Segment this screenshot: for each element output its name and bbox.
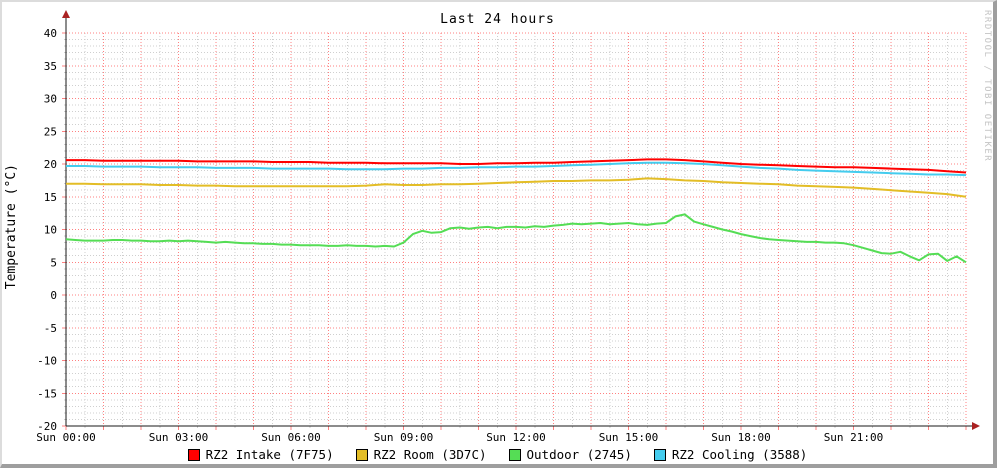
y-tick-label: -10 (37, 355, 57, 368)
legend-item: Outdoor (2745) (508, 447, 632, 462)
y-tick-label: -20 (37, 420, 57, 433)
y-tick-label: -5 (44, 322, 57, 335)
series-line-outdoor-2745- (65, 213, 967, 264)
y-tick-label: 40 (44, 27, 57, 40)
y-tick-label: 35 (44, 60, 57, 73)
legend-swatch-icon (508, 448, 521, 461)
y-tick-label: 25 (44, 125, 57, 138)
chart-legend: RZ2 Intake (7F75) RZ2 Room (3D7C) Outdoor … (2, 447, 993, 462)
y-tick-label: 20 (44, 158, 57, 171)
series-line-rz2-cooling-3588- (66, 161, 967, 177)
y-tick-label: 0 (50, 289, 57, 302)
series-line-rz2-intake-7f75- (66, 158, 967, 174)
legend-label: RZ2 Intake (7F75) (205, 447, 334, 462)
rrdtool-watermark: RRDTOOL / TOBI OETIKER (982, 10, 992, 163)
legend-swatch-icon (355, 448, 368, 461)
x-tick-label: Sun 18:00 (711, 431, 771, 444)
x-tick-label: Sun 09:00 (374, 431, 434, 444)
x-tick-label: Sun 12:00 (486, 431, 546, 444)
legend-swatch-icon (653, 448, 666, 461)
legend-item: RZ2 Intake (7F75) (187, 447, 334, 462)
x-tick-label: Sun 15:00 (599, 431, 659, 444)
x-tick-label: Sun 00:00 (36, 431, 96, 444)
y-tick-label: -15 (37, 387, 57, 400)
y-tick-label: 10 (44, 224, 57, 237)
legend-item: RZ2 Room (3D7C) (355, 447, 487, 462)
y-tick-label: 5 (50, 256, 57, 269)
series-line-rz2-room-3d7c- (66, 177, 967, 198)
legend-swatch-icon (187, 448, 200, 461)
legend-label: Outdoor (2745) (526, 447, 632, 462)
x-tick-label: Sun 06:00 (261, 431, 321, 444)
x-tick-label: Sun 21:00 (824, 431, 884, 444)
legend-item: RZ2 Cooling (3588) (653, 447, 808, 462)
y-tick-label: 30 (44, 93, 57, 106)
y-axis-label: Temperature (°C) (4, 164, 19, 290)
legend-label: RZ2 Cooling (3588) (671, 447, 808, 462)
legend-label: RZ2 Room (3D7C) (373, 447, 487, 462)
y-tick-label: 15 (44, 191, 57, 204)
chart-title: Last 24 hours (440, 12, 555, 27)
x-tick-label: Sun 03:00 (149, 431, 209, 444)
